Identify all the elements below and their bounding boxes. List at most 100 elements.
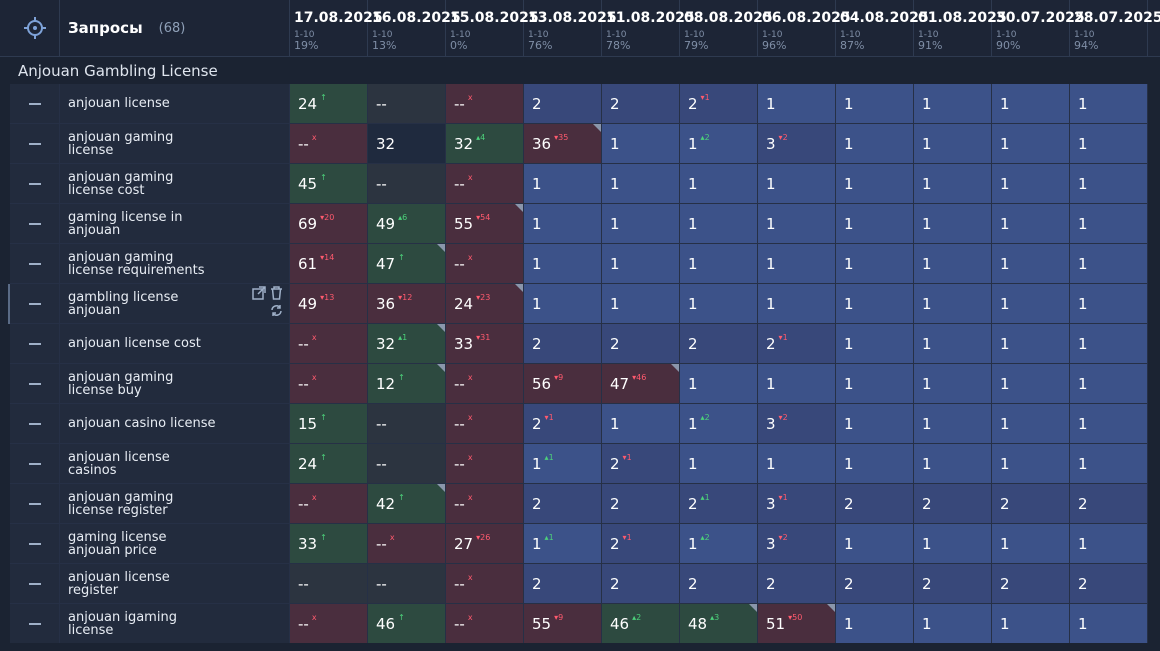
remove-query-button[interactable]	[10, 404, 60, 444]
position-cell[interactable]: 33 ↑	[290, 524, 368, 564]
position-cell[interactable]: 1	[758, 204, 836, 244]
position-cell[interactable]: --	[290, 564, 368, 604]
position-cell[interactable]: 1	[602, 404, 680, 444]
date-column-header[interactable]: 16.08.2025 1-10 13%	[368, 0, 461, 56]
position-cell[interactable]: 32	[368, 124, 446, 164]
position-cell[interactable]: 1 ▴1	[524, 524, 602, 564]
refresh-icon[interactable]	[270, 304, 283, 317]
position-cell[interactable]: 1	[1070, 404, 1148, 444]
position-cell[interactable]: 1	[914, 404, 992, 444]
position-cell[interactable]: -- x	[446, 604, 524, 644]
remove-query-button[interactable]	[10, 364, 60, 404]
position-cell[interactable]: 1	[992, 84, 1070, 124]
position-cell[interactable]: 2	[836, 564, 914, 604]
position-cell[interactable]: 1	[1070, 164, 1148, 204]
position-cell[interactable]: 2	[1070, 484, 1148, 524]
position-cell[interactable]: -- x	[446, 444, 524, 484]
position-cell[interactable]: -- x	[446, 244, 524, 284]
position-cell[interactable]: 2	[1070, 564, 1148, 604]
position-cell[interactable]: 24 ▾23	[446, 284, 524, 324]
position-cell[interactable]: 1	[914, 444, 992, 484]
position-cell[interactable]: 49 ▾13	[290, 284, 368, 324]
position-cell[interactable]: 1	[914, 84, 992, 124]
trash-icon[interactable]	[270, 286, 283, 300]
position-cell[interactable]: 1	[992, 604, 1070, 644]
position-cell[interactable]: 46 ↑	[368, 604, 446, 644]
position-cell[interactable]: 32 ▴1	[368, 324, 446, 364]
position-cell[interactable]: 1	[836, 364, 914, 404]
target-icon[interactable]	[10, 0, 60, 56]
position-cell[interactable]: 1	[836, 284, 914, 324]
position-cell[interactable]: 1	[836, 324, 914, 364]
position-cell[interactable]: 1	[914, 524, 992, 564]
position-cell[interactable]: 1	[680, 284, 758, 324]
position-cell[interactable]: 1	[680, 164, 758, 204]
remove-query-button[interactable]	[10, 604, 60, 644]
remove-query-button[interactable]	[10, 324, 60, 364]
date-column-header[interactable]: 01.08.2025 1-10 91%	[914, 0, 1007, 56]
position-cell[interactable]: 1	[1070, 324, 1148, 364]
position-cell[interactable]: 56 ▾9	[524, 364, 602, 404]
position-cell[interactable]: 1	[836, 164, 914, 204]
position-cell[interactable]: 2	[602, 564, 680, 604]
position-cell[interactable]: 2	[524, 324, 602, 364]
position-cell[interactable]: -- x	[290, 484, 368, 524]
position-cell[interactable]: 47 ▾46	[602, 364, 680, 404]
position-cell[interactable]: 2	[602, 84, 680, 124]
position-cell[interactable]: 1	[602, 124, 680, 164]
position-cell[interactable]: 1	[1070, 204, 1148, 244]
position-cell[interactable]: -- x	[290, 364, 368, 404]
position-cell[interactable]: 2	[680, 324, 758, 364]
position-cell[interactable]: 1	[758, 284, 836, 324]
position-cell[interactable]: 32 ▴4	[446, 124, 524, 164]
position-cell[interactable]: 2	[680, 564, 758, 604]
position-cell[interactable]: 48 ▴3	[680, 604, 758, 644]
remove-query-button[interactable]	[10, 524, 60, 564]
keyword-cell[interactable]: anjouan license	[60, 84, 290, 124]
position-cell[interactable]: -- x	[446, 484, 524, 524]
position-cell[interactable]: 1	[1070, 604, 1148, 644]
position-cell[interactable]: -- x	[446, 564, 524, 604]
position-cell[interactable]: 1	[836, 404, 914, 444]
position-cell[interactable]: 1	[680, 204, 758, 244]
keyword-cell[interactable]: anjouan casino license	[60, 404, 290, 444]
position-cell[interactable]: 2 ▾1	[602, 444, 680, 484]
position-cell[interactable]: 47 ↑	[368, 244, 446, 284]
position-cell[interactable]: 1	[836, 204, 914, 244]
position-cell[interactable]: 2	[836, 484, 914, 524]
position-cell[interactable]: 1	[836, 124, 914, 164]
date-column-header[interactable]: 15.08.2025 1-10 0%	[446, 0, 539, 56]
remove-query-button[interactable]	[10, 484, 60, 524]
position-cell[interactable]: 1	[602, 164, 680, 204]
position-cell[interactable]: 2	[524, 84, 602, 124]
position-cell[interactable]: 46 ▴2	[602, 604, 680, 644]
keyword-cell[interactable]: anjouan gaming license	[60, 124, 290, 164]
remove-query-button[interactable]	[10, 204, 60, 244]
remove-query-button[interactable]	[10, 84, 60, 124]
position-cell[interactable]: 2 ▾1	[602, 524, 680, 564]
position-cell[interactable]: 2	[758, 564, 836, 604]
position-cell[interactable]: 1	[524, 204, 602, 244]
keyword-cell[interactable]: anjouan gaming license cost	[60, 164, 290, 204]
position-cell[interactable]: 55 ▾54	[446, 204, 524, 244]
remove-query-button[interactable]	[10, 284, 60, 324]
remove-query-button[interactable]	[10, 124, 60, 164]
position-cell[interactable]: 36 ▾35	[524, 124, 602, 164]
keyword-cell[interactable]: anjouan igaming license	[60, 604, 290, 644]
position-cell[interactable]: 1	[602, 244, 680, 284]
position-cell[interactable]: 2 ▾1	[758, 324, 836, 364]
remove-query-button[interactable]	[10, 244, 60, 284]
position-cell[interactable]: 2	[992, 564, 1070, 604]
position-cell[interactable]: 2	[914, 484, 992, 524]
position-cell[interactable]: 2	[524, 564, 602, 604]
position-cell[interactable]: 2	[914, 564, 992, 604]
position-cell[interactable]: 2	[602, 324, 680, 364]
position-cell[interactable]: 1	[680, 244, 758, 284]
date-column-header[interactable]: 04.08.2025 1-10 87%	[836, 0, 929, 56]
position-cell[interactable]: 33 ▾31	[446, 324, 524, 364]
position-cell[interactable]: 1	[1070, 444, 1148, 484]
position-cell[interactable]: 69 ▾20	[290, 204, 368, 244]
date-column-header[interactable]: 17.08.2025 1-10 19%	[290, 0, 383, 56]
keyword-cell[interactable]: anjouan gaming license buy	[60, 364, 290, 404]
position-cell[interactable]: --	[368, 404, 446, 444]
